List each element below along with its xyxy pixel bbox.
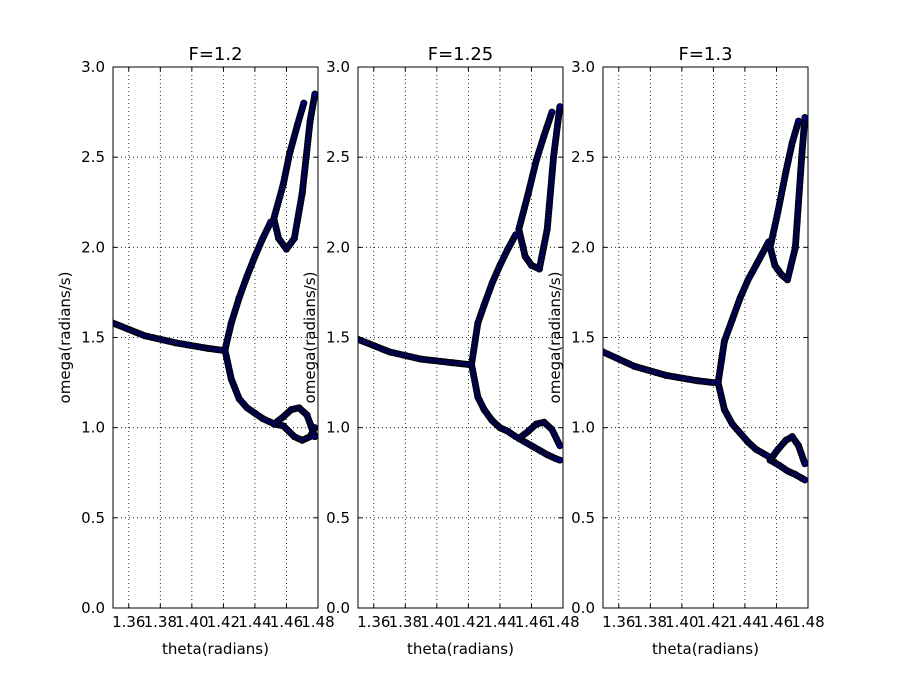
x-tick-label: 1.36 [602,613,635,631]
y-axis-label: omega(radians/s) [546,272,564,404]
x-tick-label: 1.44 [483,613,516,631]
data-point [556,442,563,450]
y-tick-label: 1.5 [326,329,350,347]
branch-2 [714,238,773,387]
y-tick-label: 1.0 [326,419,350,437]
y-tick-label: 2.0 [81,238,105,256]
grid [358,66,564,609]
x-tick-label: 1.40 [175,613,208,631]
subplot-title: F=1.3 [678,44,732,65]
branch-2 [221,218,275,354]
y-tick-label: 1.0 [81,419,105,437]
data-point [556,103,563,111]
branch-4 [766,113,808,284]
branch-4 [515,103,563,273]
data-points [603,113,808,484]
y-tick-label: 2.5 [571,148,595,166]
subplot-1: 1.361.381.401.421.441.461.48 0.0 0.5 1.0 1.5… [56,44,335,658]
y-tick-label: 0.5 [571,509,595,527]
branch-5 [515,108,556,233]
data-point [801,476,808,484]
subplot-title: F=1.2 [188,44,242,65]
x-tick-label: 1.44 [728,613,761,631]
x-tick-label: 1.42 [697,613,730,631]
y-tick-label: 3.0 [571,58,595,76]
data-point [311,433,318,441]
axes-frame [357,66,564,609]
y-tick-label: 0.0 [571,599,595,617]
y-tick-label: 0.5 [326,509,350,527]
branch-7 [766,433,808,468]
y-tick-label: 2.5 [81,148,105,166]
x-tick-label: 1.38 [389,613,422,631]
y-tick-label: 0.0 [81,599,105,617]
branch-6 [515,434,563,464]
x-axis-label: theta(radians) [652,640,759,658]
x-tick-label: 1.44 [238,613,271,631]
x-tick-label: 1.46 [760,613,793,631]
x-tick-label: 1.36 [112,613,145,631]
y-tick-label: 2.5 [326,148,350,166]
y-tick-label: 1.0 [571,419,595,437]
data-point [801,113,808,121]
data-point [801,460,808,468]
x-tick-label: 1.48 [546,613,579,631]
branch-5 [270,99,308,222]
subplot-2: 1.361.381.401.421.441.461.480.00.51.01.5… [301,44,580,658]
y-tick-label: 1.5 [81,329,105,347]
y-axis-label: omega(radians/s) [301,272,319,404]
subplot-title: F=1.25 [428,44,494,65]
subplot-3: 1.361.381.401.421.441.461.480.00.51.01.5… [546,44,825,658]
branch-3 [221,346,275,426]
x-axis-label: theta(radians) [162,640,269,658]
y-tick-label: 2.0 [326,238,350,256]
y-axis-label: omega(radians/s) [56,272,74,404]
branch-2 [468,231,520,369]
x-axis-label: theta(radians) [407,640,514,658]
x-tick-label: 1.46 [515,613,548,631]
branch-7 [270,404,318,441]
y-tick-label: 3.0 [81,58,105,76]
x-tick-label: 1.36 [357,613,390,631]
data-point [556,456,563,464]
data-point [548,108,556,116]
data-points [113,90,318,444]
data-point [300,99,308,107]
x-tick-label: 1.38 [144,613,177,631]
x-tick-label: 1.48 [301,613,334,631]
y-tick-label: 0.5 [81,509,105,527]
grid [603,66,809,609]
y-tick-label: 3.0 [326,58,350,76]
branch-1 [603,348,717,387]
x-tick-label: 1.42 [207,613,240,631]
x-tick-label: 1.46 [270,613,303,631]
x-tick-label: 1.38 [634,613,667,631]
branch-7 [515,418,563,450]
branch-6 [766,456,808,484]
branch-5 [766,117,803,251]
branch-3 [714,379,773,461]
x-tick-label: 1.40 [420,613,453,631]
x-tick-label: 1.40 [665,613,698,631]
x-tick-label: 1.42 [452,613,485,631]
branch-4 [270,90,318,253]
x-tick-label: 1.48 [791,613,824,631]
branch-3 [468,361,520,441]
branch-1 [358,335,472,369]
data-points [358,103,563,464]
y-tick-label: 2.0 [571,238,595,256]
axes-frame [602,66,809,609]
branch-1 [113,319,225,354]
y-tick-label: 1.5 [571,329,595,347]
y-tick-label: 0.0 [326,599,350,617]
data-point [311,90,318,98]
data-point [795,117,803,125]
